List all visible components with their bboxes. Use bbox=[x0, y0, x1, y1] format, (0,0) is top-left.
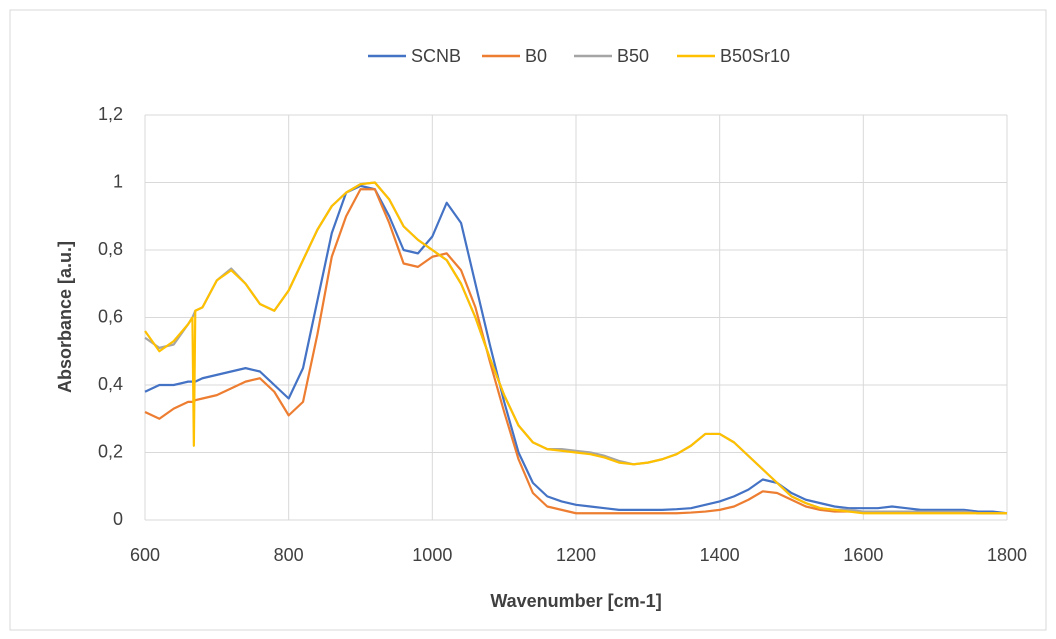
legend-label: B50 bbox=[617, 46, 649, 66]
series-line bbox=[144, 181, 1007, 515]
legend-label: SCNB bbox=[411, 46, 461, 66]
y-tick-label: 0,4 bbox=[98, 374, 123, 394]
y-tick-label: 0,2 bbox=[98, 441, 123, 461]
x-tick-label: 1600 bbox=[843, 545, 883, 565]
x-tick-label: 600 bbox=[130, 545, 160, 565]
x-axis-title: Wavenumber [cm-1] bbox=[490, 591, 661, 611]
legend-label: B50Sr10 bbox=[720, 46, 790, 66]
y-tick-label: 0,8 bbox=[98, 239, 123, 259]
x-tick-label: 1400 bbox=[700, 545, 740, 565]
legend-label: B0 bbox=[525, 46, 547, 66]
y-tick-label: 1,2 bbox=[98, 104, 123, 124]
y-tick-label: 0,6 bbox=[98, 306, 123, 326]
y-tick-label: 1 bbox=[113, 171, 123, 191]
series-line bbox=[144, 184, 1008, 515]
y-tick-label: 0 bbox=[113, 509, 123, 529]
x-tick-label: 800 bbox=[274, 545, 304, 565]
y-axis-title: Absorbance [a.u.] bbox=[55, 241, 75, 393]
x-tick-label: 1800 bbox=[987, 545, 1027, 565]
x-tick-label: 1200 bbox=[556, 545, 596, 565]
chart-frame bbox=[9, 9, 1047, 631]
x-tick-label: 1000 bbox=[412, 545, 452, 565]
